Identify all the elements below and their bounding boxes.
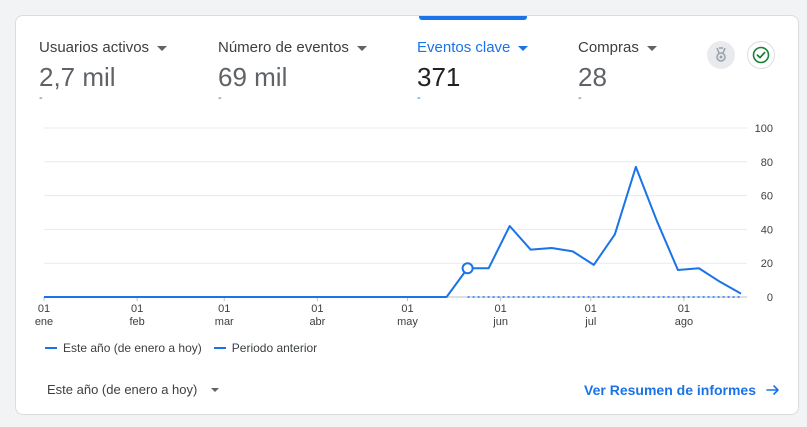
x-tick-day: 01 (311, 303, 323, 315)
metric-label: Compras (578, 39, 639, 56)
metric-tab-usuarios-activos[interactable]: Usuarios activos 2,7 mil - (39, 39, 168, 109)
series-line-current (44, 165, 742, 298)
x-tick-month: feb (129, 316, 144, 328)
legend-solid-line-icon (45, 347, 57, 349)
x-tick-month: may (397, 316, 418, 328)
x-tick-month: abr (309, 316, 325, 328)
dropdown-caret-icon (646, 45, 657, 51)
y-tick-label: 80 (761, 157, 773, 169)
metric-label: Usuarios activos (39, 39, 150, 56)
x-tick-day: 01 (401, 303, 413, 315)
x-tick-month: jul (584, 316, 596, 328)
view-reports-label: Ver Resumen de informes (584, 382, 756, 398)
y-tick-label: 40 (761, 224, 773, 236)
metric-tab-eventos-clave[interactable]: Eventos clave 371 - (417, 39, 529, 109)
medal-icon[interactable] (707, 41, 735, 69)
metric-delta: - (417, 92, 421, 104)
metric-tab-numero-de-eventos[interactable]: Número de eventos 69 mil - (218, 39, 367, 109)
x-tick-day: 01 (678, 303, 690, 315)
y-tick-label: 60 (761, 191, 773, 203)
metric-value: 28 (578, 62, 607, 92)
x-tick-day: 01 (585, 303, 597, 315)
x-tick-day: 01 (495, 303, 507, 315)
view-reports-link[interactable]: Ver Resumen de informes (584, 382, 780, 398)
active-tab-indicator (419, 16, 527, 20)
x-tick-day: 01 (131, 303, 143, 315)
line-chart: 02040608010001ene01feb01mar01abr01may01j… (35, 123, 773, 328)
metric-label: Número de eventos (218, 39, 349, 56)
dropdown-caret-icon (356, 45, 367, 51)
metric-value: 69 mil (218, 62, 288, 92)
legend-label: Este año (de enero a hoy) (63, 341, 202, 355)
metric-value: 371 (417, 62, 461, 92)
metric-value: 2,7 mil (39, 62, 116, 92)
x-tick-day: 01 (38, 303, 50, 315)
medal-icon-glyph (716, 47, 726, 62)
x-tick-day: 01 (218, 303, 230, 315)
y-tick-label: 20 (761, 258, 773, 270)
metric-tab-compras[interactable]: Compras 28 - (578, 39, 657, 109)
chart-legend: Este año (de enero a hoy) Periodo anteri… (45, 341, 317, 355)
metric-delta: - (578, 92, 582, 104)
chevron-down-icon (211, 387, 220, 392)
legend-item-current: Este año (de enero a hoy) (45, 341, 202, 355)
metric-delta: - (218, 92, 222, 104)
y-tick-label: 100 (755, 123, 773, 135)
x-tick-month: jun (492, 316, 508, 328)
dropdown-caret-icon (157, 45, 168, 51)
summary-card: Usuarios activos 2,7 mil - Número de eve… (15, 15, 799, 415)
arrow-right-icon (766, 385, 779, 395)
metric-delta: - (39, 92, 43, 104)
x-tick-month: mar (215, 316, 234, 328)
x-tick-month: ene (35, 316, 53, 328)
check-circle-icon[interactable] (747, 41, 775, 69)
highlight-point (461, 262, 474, 275)
legend-item-previous: Periodo anterior (213, 341, 318, 355)
legend-label: Periodo anterior (231, 341, 318, 355)
y-tick-label: 0 (767, 292, 773, 304)
date-range-label: Este año (de enero a hoy) (47, 382, 198, 397)
legend-dashed-line-icon (213, 347, 226, 349)
date-range-select[interactable]: Este año (de enero a hoy) (47, 382, 220, 397)
dropdown-caret-icon (518, 45, 529, 51)
check-circle-icon-glyph (752, 46, 770, 64)
metric-label: Eventos clave (417, 39, 511, 56)
x-tick-month: ago (675, 316, 693, 328)
